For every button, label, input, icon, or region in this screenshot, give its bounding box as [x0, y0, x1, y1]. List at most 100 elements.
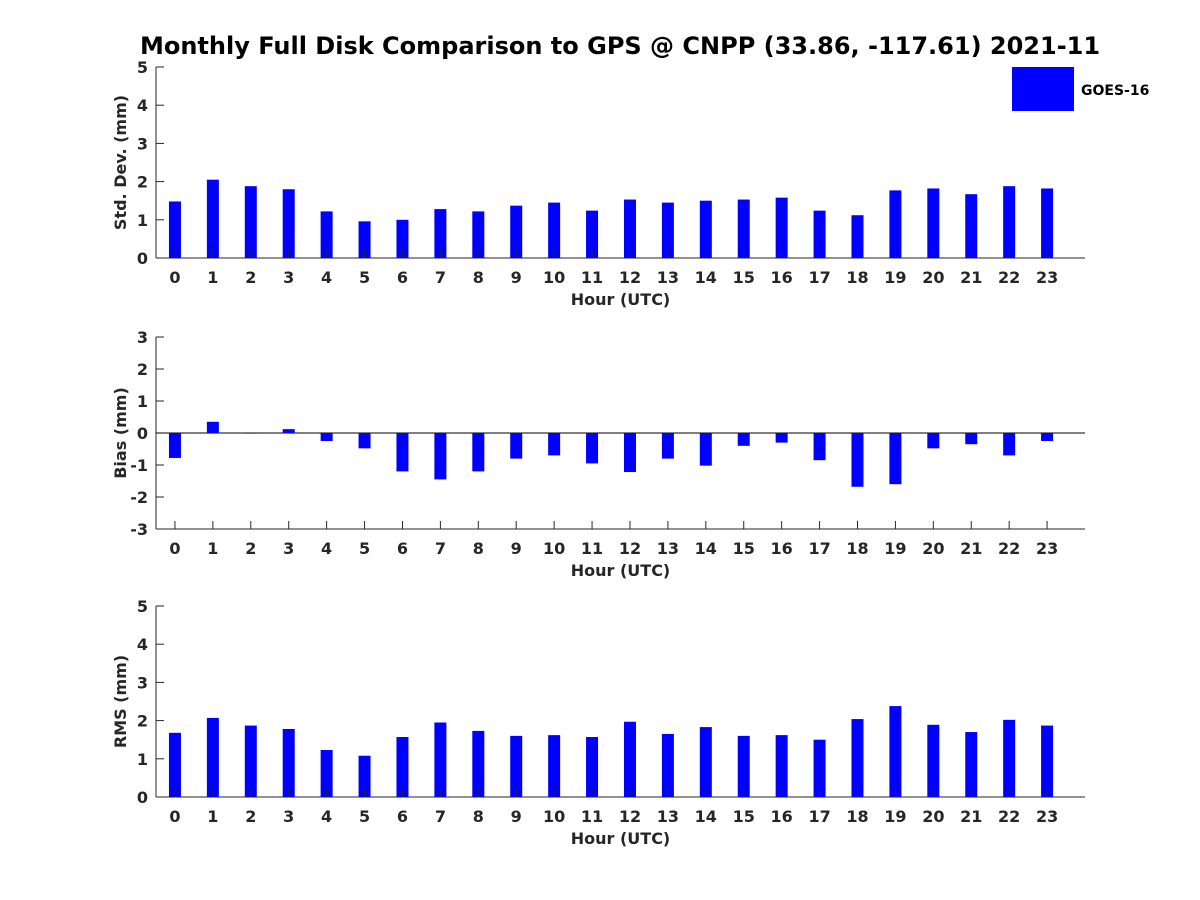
std-dev-bar-14	[699, 200, 712, 258]
bias-bar-13	[661, 433, 674, 459]
std-dev-x-tick-label: 0	[169, 268, 180, 287]
rms-bar-12	[623, 721, 636, 797]
bias-x-tick-label: 20	[922, 539, 944, 558]
rms-x-tick-label: 6	[397, 807, 408, 826]
bias-y-tick-label: -1	[130, 456, 148, 475]
std-dev-bar-4	[320, 211, 333, 258]
std-dev-bar-17	[813, 210, 826, 258]
std-dev-x-tick-label: 2	[245, 268, 256, 287]
bias-x-tick-label: 15	[733, 539, 755, 558]
std-dev-x-tick-label: 22	[998, 268, 1020, 287]
rms-x-tick-label: 12	[619, 807, 641, 826]
std-dev-bar-22	[1003, 186, 1016, 258]
rms-bar-2	[244, 725, 257, 797]
bias-bar-7	[434, 433, 447, 480]
rms-bar-16	[775, 735, 788, 797]
bias-y-axis-label: Bias (mm)	[111, 387, 130, 479]
bias-x-tick-label: 5	[359, 539, 370, 558]
bias-bar-3	[282, 429, 295, 433]
legend-swatch-goes-16	[1012, 67, 1074, 111]
std-dev-bar-11	[586, 210, 599, 258]
bias-y-tick-label: 3	[137, 328, 148, 347]
std-dev-y-tick-label: 0	[137, 249, 148, 268]
bias-x-tick-label: 17	[808, 539, 830, 558]
std-dev-y-tick-label: 5	[137, 58, 148, 77]
std-dev-bar-10	[548, 202, 561, 258]
bias-bar-4	[320, 433, 333, 441]
rms-bar-8	[472, 730, 485, 797]
bias-y-tick-label: 0	[137, 424, 148, 443]
bias-bar-22	[1003, 433, 1016, 456]
rms-bar-15	[737, 735, 750, 797]
std-dev-y-tick-label: 3	[137, 134, 148, 153]
rms-x-tick-label: 19	[884, 807, 906, 826]
bias-x-tick-label: 8	[473, 539, 484, 558]
std-dev-x-tick-label: 6	[397, 268, 408, 287]
rms-x-tick-label: 16	[771, 807, 793, 826]
std-dev-bar-0	[168, 201, 181, 258]
std-dev-bar-20	[927, 188, 940, 258]
std-dev-bar-5	[358, 221, 371, 258]
rms-x-tick-label: 1	[207, 807, 218, 826]
bias-y-tick-label: 1	[137, 392, 148, 411]
std-dev-bar-16	[775, 197, 788, 258]
rms-bar-13	[661, 733, 674, 797]
std-dev-x-tick-label: 18	[846, 268, 868, 287]
std-dev-bar-12	[623, 199, 636, 258]
rms-bar-11	[586, 737, 599, 797]
rms-x-axis-label: Hour (UTC)	[571, 829, 671, 848]
bias-x-tick-label: 4	[321, 539, 332, 558]
rms-x-tick-label: 7	[435, 807, 446, 826]
rms-x-tick-label: 15	[733, 807, 755, 826]
std-dev-x-axis-label: Hour (UTC)	[571, 290, 671, 309]
bias-x-tick-label: 19	[884, 539, 906, 558]
std-dev-x-tick-label: 11	[581, 268, 603, 287]
rms-bar-18	[851, 719, 864, 797]
bias-bar-8	[472, 433, 485, 472]
std-dev-x-tick-label: 15	[733, 268, 755, 287]
rms-x-tick-label: 13	[657, 807, 679, 826]
rms-x-tick-label: 18	[846, 807, 868, 826]
std-dev-bar-7	[434, 209, 447, 258]
std-dev-x-tick-label: 13	[657, 268, 679, 287]
rms-bar-7	[434, 722, 447, 797]
rms-x-tick-label: 22	[998, 807, 1020, 826]
bias-y-tick-label: 2	[137, 360, 148, 379]
bias-bar-10	[548, 433, 561, 456]
rms-x-tick-label: 23	[1036, 807, 1058, 826]
bias-x-tick-label: 3	[283, 539, 294, 558]
rms-bar-23	[1041, 725, 1054, 797]
bias-x-tick-label: 9	[511, 539, 522, 558]
std-dev-bar-3	[282, 189, 295, 258]
std-dev-bar-2	[244, 186, 257, 258]
std-dev-x-tick-label: 17	[808, 268, 830, 287]
bias-bar-12	[623, 433, 636, 473]
std-dev-bar-13	[661, 202, 674, 258]
bias-bar-21	[965, 433, 978, 445]
rms-bar-1	[206, 717, 219, 797]
bias-x-tick-label: 13	[657, 539, 679, 558]
bias-x-tick-label: 0	[169, 539, 180, 558]
rms-y-tick-label: 2	[137, 712, 148, 731]
rms-bar-20	[927, 724, 940, 797]
rms-x-tick-label: 21	[960, 807, 982, 826]
rms-bar-5	[358, 755, 371, 797]
rms-bar-17	[813, 739, 826, 797]
std-dev-x-tick-label: 5	[359, 268, 370, 287]
std-dev-bar-23	[1041, 188, 1054, 258]
legend: GOES-16	[1012, 67, 1149, 111]
rms-x-tick-label: 17	[808, 807, 830, 826]
bias-bar-9	[510, 433, 523, 459]
bias-x-tick-label: 10	[543, 539, 565, 558]
std-dev-bar-19	[889, 190, 902, 258]
bias-bar-15	[737, 433, 750, 446]
std-dev-bar-9	[510, 205, 523, 258]
std-dev-y-tick-label: 4	[137, 96, 148, 115]
std-dev-bar-6	[396, 219, 409, 258]
bias-x-tick-label: 21	[960, 539, 982, 558]
bias-bar-6	[396, 433, 409, 472]
std-dev-x-tick-label: 16	[771, 268, 793, 287]
std-dev-bar-15	[737, 199, 750, 258]
